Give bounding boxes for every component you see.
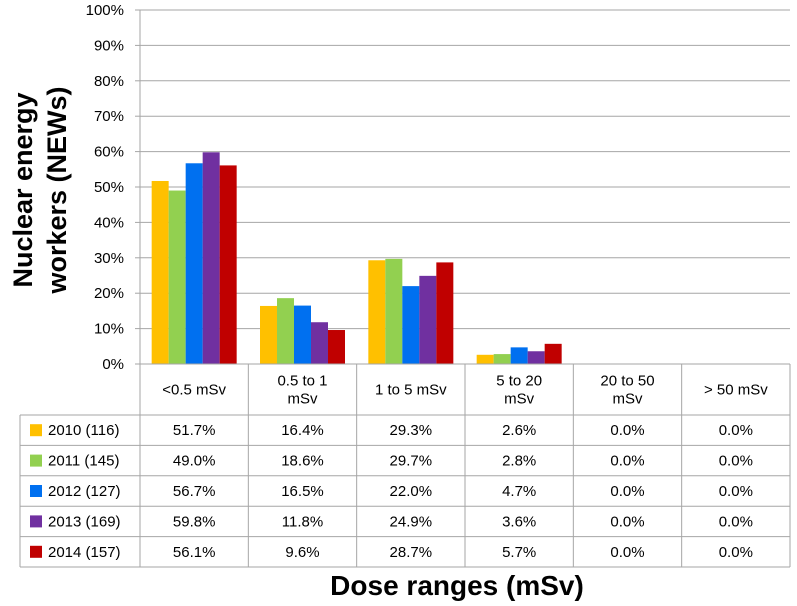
table-cell-value: 0.0% <box>719 544 753 561</box>
table-cell-value: 0.0% <box>610 422 644 439</box>
table-cell-value: 49.0% <box>173 453 216 470</box>
legend-label: 2013 (169) <box>48 513 121 530</box>
bar <box>168 190 186 364</box>
table-cell-value: 0.0% <box>610 513 644 530</box>
table-cell-value: 0.0% <box>610 544 644 561</box>
table-cell-value: 5.7% <box>502 544 536 561</box>
bar <box>510 347 528 364</box>
bar <box>402 286 420 364</box>
table-cell-value: 56.1% <box>173 544 216 561</box>
legend-label: 2012 (127) <box>48 483 121 500</box>
legend-label: 2014 (157) <box>48 544 121 561</box>
category-label: 5 to 20 <box>496 373 542 390</box>
category-label: 1 to 5 mSv <box>375 382 447 399</box>
table-cell-value: 0.0% <box>610 483 644 500</box>
table-cell-value: 59.8% <box>173 513 216 530</box>
table-cell-value: 18.6% <box>281 453 324 470</box>
legend-swatch <box>30 424 42 437</box>
legend-swatch <box>30 545 42 558</box>
category-label: mSv <box>288 391 319 408</box>
bars <box>151 152 562 364</box>
y-tick-label: 70% <box>94 108 124 125</box>
table-cell-value: 0.0% <box>610 453 644 470</box>
bar <box>202 152 220 364</box>
y-tick-label: 80% <box>94 73 124 90</box>
y-tick-label: 100% <box>86 2 124 19</box>
category-label: > 50 mSv <box>704 382 768 399</box>
table-cell-value: 9.6% <box>285 544 319 561</box>
category-label: mSv <box>504 391 535 408</box>
bar <box>436 262 454 364</box>
table-cell-value: 29.7% <box>390 453 433 470</box>
legend-label: 2010 (116) <box>48 422 119 439</box>
bar <box>277 298 294 364</box>
bar <box>544 343 562 364</box>
table-cell-value: 16.5% <box>281 483 324 500</box>
y-tick-label: 90% <box>94 37 124 54</box>
bar <box>185 163 203 364</box>
legend-label: 2011 (145) <box>48 453 119 470</box>
table-cell-value: 24.9% <box>390 513 433 530</box>
gridlines <box>135 9 790 365</box>
table-cell-value: 2.6% <box>502 422 536 439</box>
table-cell-value: 3.6% <box>502 513 536 530</box>
y-tick-label: 60% <box>94 144 124 161</box>
table-cell-value: 56.7% <box>173 483 216 500</box>
bar <box>368 260 386 364</box>
y-tick-label: 10% <box>94 321 124 338</box>
bar <box>385 258 403 364</box>
table-cell-value: 22.0% <box>390 483 433 500</box>
table-cell-value: 4.7% <box>502 483 536 500</box>
bar <box>493 354 511 364</box>
y-tick-label: 0% <box>102 356 124 373</box>
bar <box>219 165 237 364</box>
y-tick-label: 40% <box>94 214 124 231</box>
bar <box>527 351 545 364</box>
table-cell-value: 28.7% <box>390 544 433 561</box>
x-axis-title: Dose ranges (mSv) <box>330 570 584 601</box>
legend-swatch <box>30 485 42 497</box>
table-cell-value: 29.3% <box>390 422 433 439</box>
bar <box>419 275 437 364</box>
table-cell-value: 0.0% <box>719 483 753 500</box>
y-tick-label: 50% <box>94 179 124 196</box>
legend-swatch <box>30 515 42 528</box>
y-axis-title-line2: workers (NEWs) <box>42 86 72 294</box>
bar <box>151 180 169 364</box>
category-label: 20 to 50 <box>600 373 654 390</box>
table-cell-value: 0.0% <box>719 453 753 470</box>
table-cell-value: 16.4% <box>281 422 324 439</box>
table-cell-value: 51.7% <box>173 422 216 439</box>
y-axis-title-line1: Nuclear energy <box>8 92 38 287</box>
bar <box>476 354 494 364</box>
category-label: 0.5 to 1 <box>277 373 327 390</box>
legend-swatch <box>30 454 42 467</box>
table-cell-value: 0.0% <box>719 422 753 439</box>
table-cell-value: 0.0% <box>719 513 753 530</box>
bar <box>311 322 328 364</box>
y-tick-label: 30% <box>94 250 124 267</box>
table-cell-value: 2.8% <box>502 453 536 470</box>
bar <box>328 330 345 364</box>
category-label: <0.5 mSv <box>162 382 226 399</box>
bar <box>294 305 311 364</box>
y-tick-labels: 0% 10% 20% 30% 40% 50% 60% 70% 80% 90% 100% <box>86 2 124 373</box>
y-tick-label: 20% <box>94 285 124 302</box>
bar <box>260 305 277 364</box>
category-label: mSv <box>613 391 644 408</box>
table-cell-value: 11.8% <box>282 513 323 530</box>
